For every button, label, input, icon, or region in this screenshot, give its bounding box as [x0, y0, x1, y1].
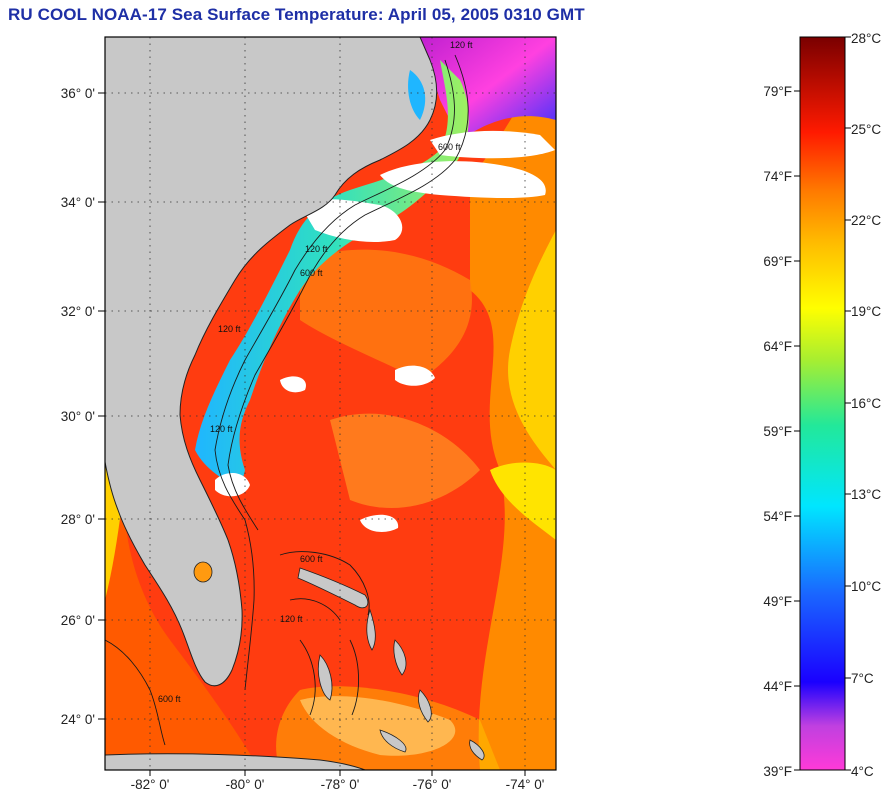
fahrenheit-label: 49°F [763, 594, 792, 609]
ocean-eddy-2 [330, 413, 480, 509]
fahrenheit-label: 59°F [763, 424, 792, 439]
contour-label: 120 ft [218, 324, 241, 334]
map-title: RU COOL NOAA-17 Sea Surface Temperature:… [8, 5, 585, 24]
contour-label: 600 ft [300, 554, 323, 564]
fahrenheit-label: 69°F [763, 254, 792, 269]
bahamas-bank-water [276, 686, 500, 770]
fahrenheit-label: 79°F [763, 84, 792, 99]
contour-label: 120 ft [210, 424, 233, 434]
color-bar-ticks [794, 36, 851, 771]
lon-label: -74° 0' [506, 777, 545, 792]
ocean-eddy [300, 249, 472, 380]
contour-label: 120 ft [450, 40, 473, 50]
cuba-landmass [105, 753, 366, 770]
celsius-label: 19°C [851, 304, 881, 319]
map-panel: 120 ft 600 ft 120 ft 600 ft 120 ft 120 f… [105, 37, 556, 770]
map-frame [104, 36, 557, 771]
us-landmass [105, 37, 438, 687]
lat-ticks [98, 92, 105, 720]
gulf-water [105, 460, 260, 770]
celsius-label: 22°C [851, 213, 881, 228]
contour-label: 120 ft [280, 614, 303, 624]
lat-label: 32° 0' [61, 304, 95, 319]
celsius-label: 10°C [851, 579, 881, 594]
contour-labels: 120 ft 600 ft 120 ft 600 ft 120 ft 120 f… [158, 40, 473, 704]
contour-label: 120 ft [305, 244, 328, 254]
color-bar: 28°C 25°C 22°C 19°C 16°C 13°C 10°C 7°C 4… [763, 31, 881, 779]
contour-label: 600 ft [300, 268, 323, 278]
fahrenheit-label: 64°F [763, 339, 792, 354]
lat-label: 36° 0' [61, 86, 95, 101]
fahrenheit-label: 74°F [763, 169, 792, 184]
fahrenheit-label: 54°F [763, 509, 792, 524]
offshore-yellow-water [508, 230, 556, 470]
bathymetry-contours [105, 54, 469, 746]
lat-label: 30° 0' [61, 409, 95, 424]
celsius-label: 4°C [851, 764, 874, 779]
celsius-label: 28°C [851, 31, 881, 46]
celsius-label: 7°C [851, 671, 874, 686]
offshore-water [470, 37, 556, 770]
celsius-label: 13°C [851, 487, 881, 502]
lon-label: -78° 0' [321, 777, 360, 792]
lon-ticks [149, 770, 526, 776]
shelf-water [195, 60, 469, 490]
contour-label: 600 ft [158, 694, 181, 704]
offshore-yellow-water-2 [490, 462, 556, 540]
fahrenheit-label: 39°F [763, 764, 792, 779]
lon-label: -76° 0' [413, 777, 452, 792]
lon-label: -80° 0' [226, 777, 265, 792]
color-bar-gradient [799, 36, 846, 771]
lat-label: 28° 0' [61, 512, 95, 527]
bahamas-islands [297, 567, 485, 761]
lon-label: -82° 0' [131, 777, 170, 792]
fahrenheit-label: 44°F [763, 679, 792, 694]
lake-okeechobee [193, 561, 213, 583]
celsius-label: 16°C [851, 396, 881, 411]
lat-label: 26° 0' [61, 613, 95, 628]
lat-label: 34° 0' [61, 195, 95, 210]
contour-label: 600 ft [438, 142, 461, 152]
lat-label: 24° 0' [61, 712, 95, 727]
celsius-label: 25°C [851, 122, 881, 137]
pamlico-sound [408, 70, 426, 120]
